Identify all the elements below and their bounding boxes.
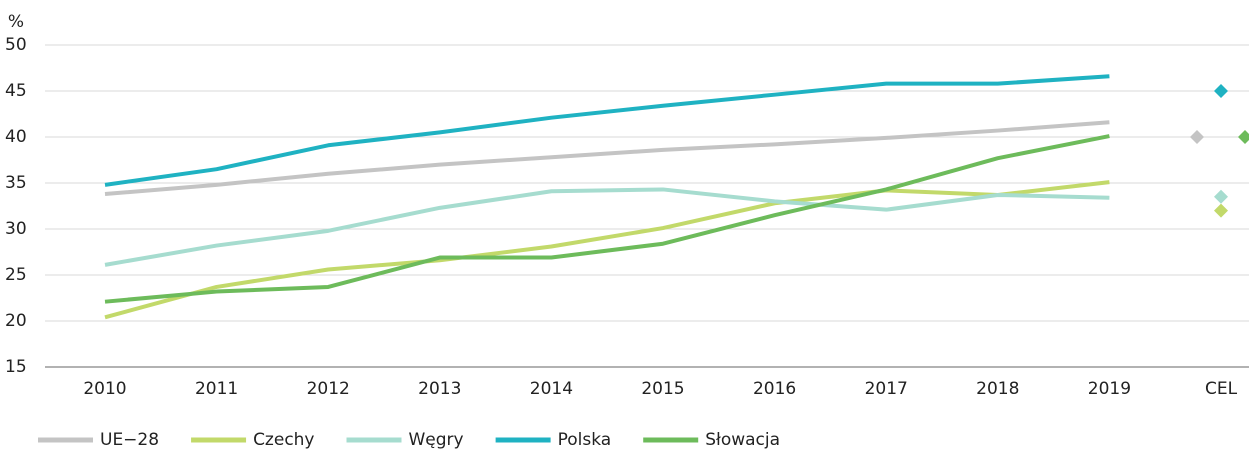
x-tick-label: CEL [1205,379,1238,399]
x-tick-label: 2011 [195,379,238,399]
y-tick-label: 20 [5,311,27,331]
target-marker [1214,84,1228,98]
line [104,180,1110,320]
line [104,120,1110,197]
target-marker [1214,203,1228,218]
y-tick-label: 40 [5,127,27,147]
x-tick-label: 2014 [530,379,573,399]
y-axis-label: % [8,12,24,32]
legend-label: Polska [558,430,612,450]
x-tick-label: 2019 [1088,379,1131,399]
target-marker [1190,130,1204,144]
y-tick-label: 45 [5,81,27,101]
x-tick-label: 2017 [865,379,908,399]
x-tick-label: 2016 [753,379,796,399]
line [104,74,1110,187]
y-tick-label: 35 [5,173,27,193]
legend-label: Czechy [253,430,314,450]
legend-label: UE−28 [100,430,159,450]
x-tick-label: 2012 [307,379,350,399]
line [104,187,1110,267]
y-tick-label: 25 [5,265,27,285]
x-tick-label: 2015 [641,379,684,399]
y-tick-label: 15 [5,357,27,377]
y-tick-label: 50 [5,35,27,55]
x-tick-label: 2010 [83,379,126,399]
line [104,134,1110,304]
legend-label: Słowacja [705,430,780,450]
target-marker [1214,189,1228,204]
x-tick-label: 2013 [418,379,461,399]
y-tick-label: 30 [5,219,27,239]
x-tick-label: 2018 [976,379,1019,399]
target-marker [1238,130,1249,144]
legend-label: Węgry [409,430,464,450]
